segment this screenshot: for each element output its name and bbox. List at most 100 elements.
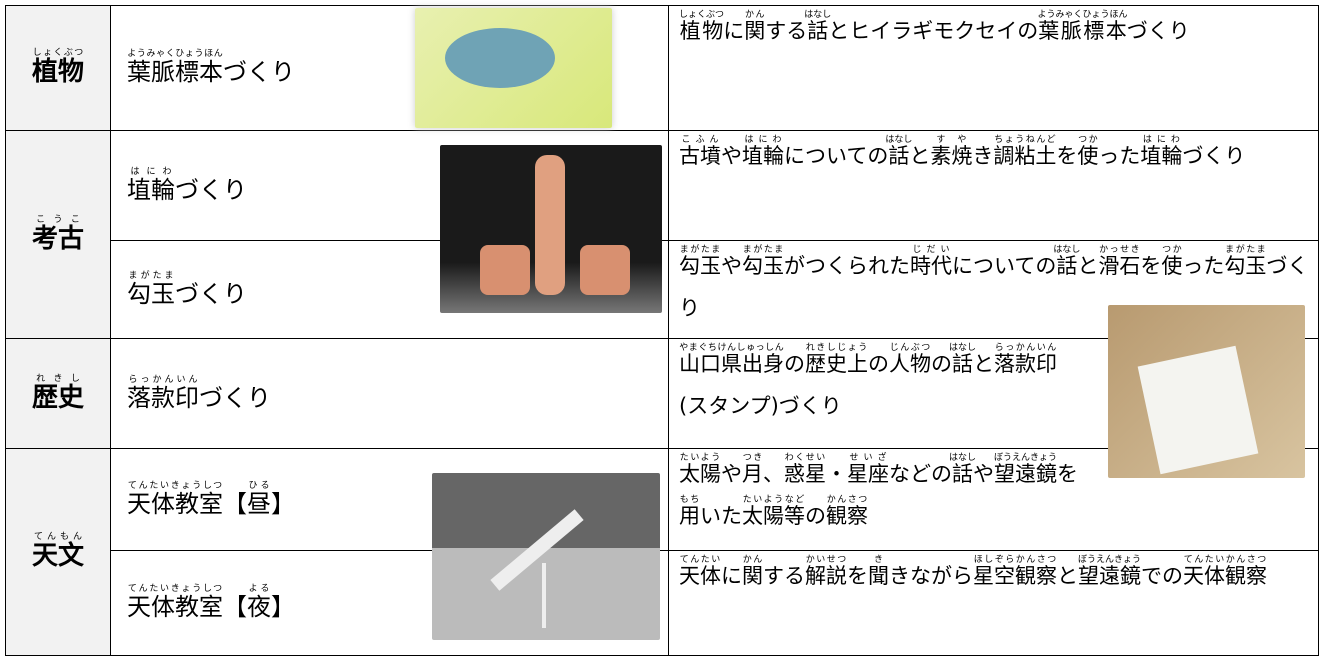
ruby-base: 月 bbox=[742, 462, 763, 486]
ruby-word: 星空観察ほしぞらかんさつ bbox=[973, 555, 1057, 588]
text-segment: 】 bbox=[271, 593, 295, 621]
ruby-base: 人物 bbox=[889, 352, 931, 376]
program-cell: 天体教室てんたいきょうしつ【昼ひる】 bbox=[110, 448, 669, 551]
text-segment: する bbox=[763, 564, 805, 588]
ruby-base: 古墳 bbox=[679, 144, 721, 168]
ruby-base: 使 bbox=[1077, 144, 1099, 168]
ruby-word: 埴輪はにわ bbox=[742, 135, 784, 168]
ruby-base: 話 bbox=[1053, 254, 1081, 278]
ruby-base: 天体観察 bbox=[1183, 564, 1268, 588]
ruby-word: 天体てんたい bbox=[679, 555, 721, 588]
ruby-reading: かん bbox=[744, 10, 766, 20]
ruby-base: 歴史上 bbox=[805, 352, 868, 376]
ruby-reading: はにわ bbox=[127, 166, 175, 177]
ruby-reading: はなし bbox=[1053, 245, 1081, 255]
ruby-word: 勾玉まがたま bbox=[127, 271, 175, 308]
text-segment: と bbox=[909, 144, 931, 168]
text: 勾玉まがたまづくり bbox=[127, 271, 247, 309]
description-cell: 勾玉まがたまや勾玉まがたまがつくられた時代じだいについての話はなしと滑石かっせき… bbox=[668, 240, 1319, 339]
ruby-reading: よる bbox=[247, 584, 271, 594]
text-segment: った bbox=[1182, 254, 1225, 278]
text-segment: ・ bbox=[826, 462, 847, 486]
ruby-word: 葉脈標本ようみゃくひょうほん bbox=[127, 49, 223, 86]
text-segment: とヒイラギモクセイの bbox=[828, 19, 1039, 43]
ruby-word: 話はなし bbox=[949, 343, 976, 376]
text-segment: や bbox=[973, 462, 994, 486]
ruby-base: 葉脈標本 bbox=[127, 58, 223, 86]
text-segment: づくり bbox=[1126, 19, 1190, 43]
ruby-reading: じだい bbox=[910, 245, 952, 255]
ruby-reading: らっかんいん bbox=[994, 343, 1057, 353]
telescope-photo bbox=[432, 473, 660, 640]
ruby-base: 使 bbox=[1161, 254, 1183, 278]
ruby-reading: き bbox=[868, 555, 889, 565]
ruby-base: 太陽等 bbox=[742, 504, 805, 528]
ruby-word: 太陽等たいようなど bbox=[742, 495, 805, 528]
ruby-word: 天体教室てんたいきょうしつ bbox=[127, 584, 223, 621]
ruby-base: 関 bbox=[744, 19, 766, 43]
category-reading: しょくぶつ bbox=[31, 48, 84, 58]
text-segment: での bbox=[1141, 564, 1184, 588]
ruby-reading: ちょうねんど bbox=[993, 135, 1057, 145]
ruby-reading: ほしぞらかんさつ bbox=[973, 555, 1057, 565]
text: 埴輪はにわづくり bbox=[127, 167, 247, 205]
ruby-word: 素焼すや bbox=[930, 135, 972, 168]
ruby-reading: すや bbox=[930, 135, 973, 145]
ruby-base: 話 bbox=[949, 352, 976, 376]
ruby-base: 惑星 bbox=[784, 462, 826, 486]
ruby-base: 葉脈標本 bbox=[1037, 19, 1128, 43]
text-segment: と bbox=[1077, 254, 1099, 278]
ruby-word: 落款印らっかんいん bbox=[994, 343, 1057, 376]
text-segment: を bbox=[1140, 254, 1162, 278]
ruby-base: 落款印 bbox=[127, 383, 199, 412]
ruby-word: 勾玉まがたま bbox=[1224, 245, 1266, 278]
ruby-base: 天体 bbox=[679, 564, 721, 588]
category: 天文てんもん bbox=[32, 532, 84, 572]
ruby-base: 話 bbox=[949, 462, 976, 486]
ruby-reading: つか bbox=[1161, 245, 1183, 255]
ruby-reading: てんたいきょうしつ bbox=[127, 584, 223, 594]
ruby-base: 観察 bbox=[826, 504, 868, 528]
stamp-photo bbox=[1108, 305, 1305, 478]
ruby-reading: てんたい bbox=[679, 555, 721, 565]
text-segment: や bbox=[721, 144, 742, 168]
ruby-base: 太陽 bbox=[679, 462, 721, 486]
ruby-word: 昼ひる bbox=[247, 481, 271, 518]
ruby-reading: せいざ bbox=[847, 453, 889, 463]
ruby-reading: かん bbox=[742, 555, 763, 565]
ruby-base: 夜 bbox=[247, 593, 271, 621]
ruby-reading: たいようなど bbox=[742, 495, 805, 505]
category-cell: 歴史れきし bbox=[5, 338, 111, 449]
text-segment: 【 bbox=[223, 489, 247, 518]
ruby-word: 時代じだい bbox=[910, 245, 952, 278]
ruby-reading: れきしじょう bbox=[805, 343, 868, 353]
ruby-base: 聞 bbox=[868, 564, 889, 588]
ruby-reading: じんぶつ bbox=[889, 343, 931, 353]
description-cell: 古墳こふんや埴輪はにわについての話はなしと素焼すやき調粘土ちょうねんどを使つかっ… bbox=[668, 130, 1319, 241]
text-segment: づくり bbox=[199, 383, 271, 412]
ruby-word: 望遠鏡ぼうえんきょう bbox=[994, 453, 1057, 486]
text-segment: の bbox=[931, 352, 952, 376]
ruby-base: 星空観察 bbox=[973, 564, 1057, 588]
category-reading: こうこ bbox=[31, 214, 84, 225]
ruby-base: 関 bbox=[742, 564, 763, 588]
text: 天体教室てんたいきょうしつ【夜よる】 bbox=[127, 584, 295, 622]
category-reading: てんもん bbox=[31, 532, 84, 542]
ruby-word: 話はなし bbox=[885, 135, 912, 168]
ruby-word: 歴史上れきしじょう bbox=[805, 343, 868, 376]
ruby-reading: しょくぶつ bbox=[679, 10, 725, 20]
ruby-reading: らっかんいん bbox=[127, 374, 199, 385]
text-segment: についての bbox=[952, 254, 1057, 278]
text-segment: の bbox=[784, 352, 805, 376]
category-cell: 天文てんもん bbox=[5, 448, 111, 656]
text-segment: がつくられた bbox=[784, 254, 910, 278]
text-segment: (スタンプ)づくり bbox=[679, 394, 842, 418]
category-cell: 植物しょくぶつ bbox=[5, 5, 111, 131]
ruby-reading: もち bbox=[679, 495, 700, 505]
ruby-reading: はにわ bbox=[742, 135, 784, 145]
ruby-word: 使つか bbox=[1077, 135, 1099, 168]
text-segment: を bbox=[1056, 144, 1078, 168]
text-segment: き bbox=[972, 144, 994, 168]
ruby-word: 調粘土ちょうねんど bbox=[993, 135, 1056, 168]
ruby-reading: たいよう bbox=[679, 453, 721, 463]
